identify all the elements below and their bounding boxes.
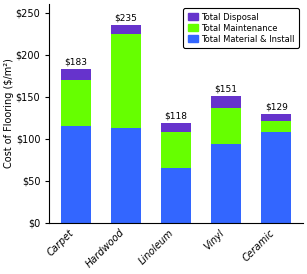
Bar bbox=[211, 96, 241, 108]
Bar bbox=[211, 108, 241, 144]
Bar bbox=[161, 124, 191, 132]
Bar bbox=[61, 69, 91, 80]
Bar bbox=[161, 132, 191, 168]
Legend: Total Disposal, Total Maintenance, Total Material & Install: Total Disposal, Total Maintenance, Total… bbox=[184, 8, 299, 48]
Text: $118: $118 bbox=[165, 112, 188, 121]
Bar bbox=[111, 25, 141, 34]
Bar bbox=[261, 114, 291, 121]
Text: $129: $129 bbox=[265, 103, 288, 112]
Y-axis label: Cost of Flooring ($/m²): Cost of Flooring ($/m²) bbox=[4, 58, 14, 168]
Bar bbox=[261, 121, 291, 132]
Text: $151: $151 bbox=[215, 84, 238, 93]
Bar bbox=[211, 144, 241, 223]
Bar bbox=[61, 80, 91, 126]
Text: $183: $183 bbox=[64, 57, 87, 66]
Bar bbox=[111, 34, 141, 128]
Bar bbox=[111, 128, 141, 223]
Text: $235: $235 bbox=[115, 14, 138, 23]
Bar bbox=[261, 132, 291, 223]
Bar bbox=[61, 126, 91, 223]
Bar bbox=[161, 168, 191, 223]
